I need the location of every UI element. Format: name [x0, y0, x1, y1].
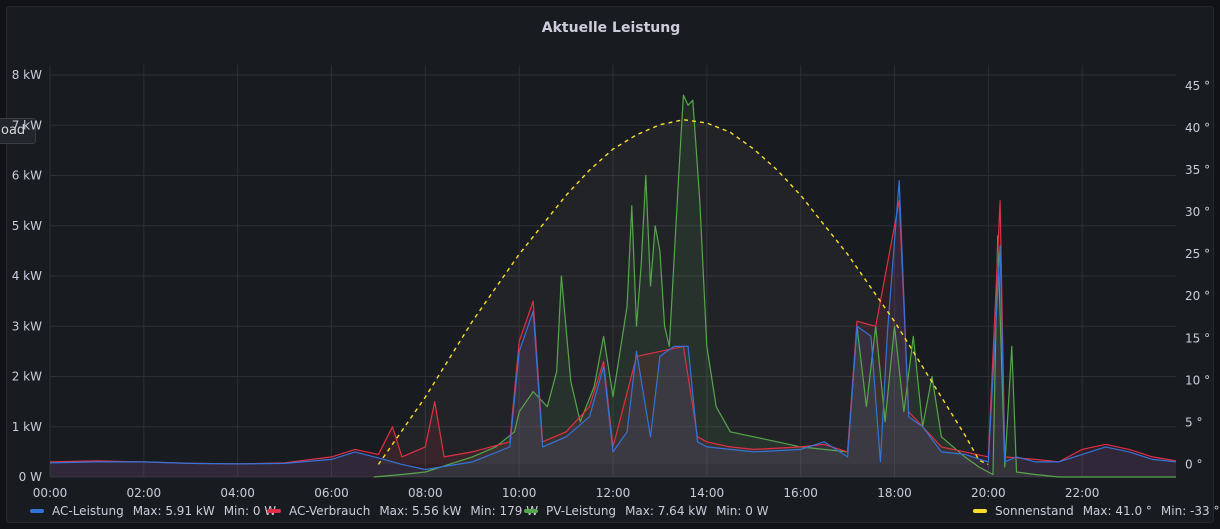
legend-stat: Min: -33 °	[1160, 504, 1220, 518]
legend-swatch	[973, 509, 987, 513]
legend-stat: Max: 5.91 kW	[132, 504, 215, 518]
y-right-tick-label: 20 °	[1185, 289, 1210, 303]
series-line-sonnenstand	[377, 118, 989, 466]
y-left-tick-label: 7 kW	[12, 118, 42, 132]
x-tick-label: 16:00	[783, 486, 818, 500]
series-line-ac-verbrauch	[49, 200, 1177, 465]
legend-stat: Min: 0 W	[223, 504, 277, 518]
y-right-tick-label: 15 °	[1185, 331, 1210, 345]
legend-swatch	[267, 509, 281, 513]
y-right-tick-label: 10 °	[1185, 373, 1210, 387]
y-left-tick-label: 4 kW	[12, 269, 42, 283]
y-left-tick-label: 6 kW	[12, 169, 42, 183]
x-axis: 00:00 02:00 04:00 06:00 08:00 10:00 12:00 14:00…	[33, 486, 1100, 500]
x-tick-label: 00:00	[33, 486, 68, 500]
legend-series-name: PV-Leistung	[546, 504, 617, 518]
series-area-ac-leistung	[50, 180, 1176, 477]
legend-item-ac-verbrauch[interactable]: AC-Verbrauch Max: 5.56 kW Min: 179 W	[267, 504, 538, 518]
legend-stat: Max: 41.0 °	[1082, 504, 1152, 518]
series-line-pv-leistung	[373, 94, 1176, 478]
panel-title: Aktuelle Leistung	[541, 20, 681, 36]
y-left-tick-label: 1 kW	[12, 420, 42, 434]
y-right-tick-label: 45 °	[1185, 79, 1210, 93]
floating-tooltip-button[interactable]: oad	[0, 118, 37, 144]
legend-swatch	[30, 509, 44, 513]
legend-item-pv-leistung[interactable]: PV-Leistung Max: 7.64 kW Min: 0 W	[524, 504, 769, 518]
y-left-tick-label: 3 kW	[12, 319, 42, 333]
x-tick-label: 12:00	[596, 486, 631, 500]
series-areas	[50, 95, 1176, 477]
y-right-tick-label: 25 °	[1185, 247, 1210, 261]
chart-grid	[49, 65, 1176, 478]
x-tick-label: 22:00	[1065, 486, 1100, 500]
y-right-tick-label: 0 °	[1185, 457, 1202, 471]
legend-stat: Min: 179 W	[470, 504, 539, 518]
series-area-sonnenstand	[378, 119, 989, 465]
series-line-ac-leistung	[49, 180, 1177, 471]
legend-stat: Max: 5.56 kW	[379, 504, 462, 518]
x-tick-label: 10:00	[502, 486, 537, 500]
legend-stat: Min: 0 W	[716, 504, 769, 518]
x-tick-label: 04:00	[220, 486, 255, 500]
legend-item-ac-leistung[interactable]: AC-Leistung Max: 5.91 kW Min: 0 W	[30, 504, 276, 518]
legend-series-name: Sonnenstand	[995, 504, 1074, 518]
series-lines	[49, 94, 1177, 478]
legend-swatch	[524, 509, 538, 513]
x-tick-label: 18:00	[877, 486, 912, 500]
legend-stat: Max: 7.64 kW	[625, 504, 708, 518]
y-left-tick-label: 8 kW	[12, 68, 42, 82]
y-left-tick-label: 5 kW	[12, 219, 42, 233]
x-tick-label: 08:00	[408, 486, 443, 500]
y-axis-right: 0 ° 5 ° 10 ° 15 ° 20 ° 25 ° 30 ° 35 ° 40 ° 45 °	[1185, 79, 1210, 471]
series-area-ac-verbrauch	[50, 200, 1176, 477]
y-right-tick-label: 30 °	[1185, 205, 1210, 219]
x-tick-label: 06:00	[314, 486, 349, 500]
legend-item-sonnenstand[interactable]: Sonnenstand Max: 41.0 ° Min: -33 °	[973, 504, 1219, 518]
x-tick-label: 02:00	[127, 486, 162, 500]
legend-series-name: AC-Verbrauch	[289, 504, 371, 518]
y-left-tick-label: 2 kW	[12, 370, 42, 384]
y-right-tick-label: 35 °	[1185, 163, 1210, 177]
y-right-tick-label: 40 °	[1185, 121, 1210, 135]
chart-panel: Aktuelle Leistung	[6, 6, 1214, 523]
x-tick-label: 14:00	[690, 486, 725, 500]
y-axis-left: 0 W 1 kW 2 kW 3 kW 4 kW 5 kW 6 kW 7 kW 8 kW	[12, 68, 42, 484]
y-left-tick-label: 0 W	[19, 470, 42, 484]
x-tick-label: 20:00	[971, 486, 1006, 500]
y-right-tick-label: 5 °	[1185, 415, 1202, 429]
legend-series-name: AC-Leistung	[52, 504, 124, 518]
